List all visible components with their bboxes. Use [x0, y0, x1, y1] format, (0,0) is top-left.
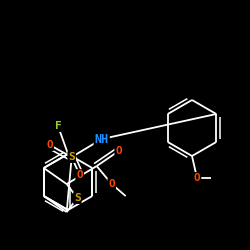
Text: O: O: [76, 170, 83, 180]
Text: O: O: [108, 179, 115, 189]
Text: O: O: [46, 140, 53, 150]
Text: O: O: [115, 146, 122, 156]
Text: F: F: [54, 121, 62, 131]
Text: O: O: [194, 173, 200, 183]
Text: S: S: [68, 152, 75, 162]
Text: NH: NH: [94, 132, 109, 145]
Text: S: S: [74, 193, 81, 203]
